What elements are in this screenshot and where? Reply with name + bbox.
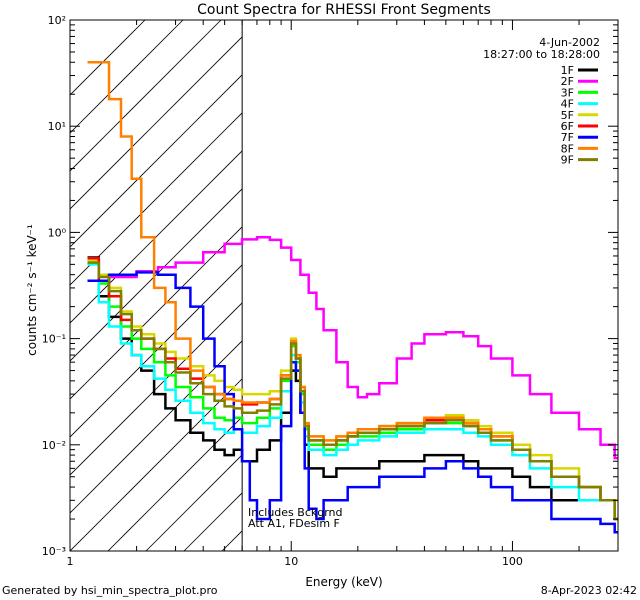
hatch-line: [70, 264, 243, 438]
legend-label-9F: 9F: [561, 154, 574, 167]
hatch-line: [70, 302, 243, 476]
excluded-region-hatch: [70, 20, 243, 551]
hatch-line: [145, 454, 243, 551]
legend-label-6F: 6F: [561, 120, 574, 133]
legend-date: 4-Jun-2002: [539, 36, 600, 49]
y-tick-label: 10¹: [48, 120, 66, 133]
y-tick-label: 10⁻¹: [42, 333, 66, 346]
hatch-line: [70, 74, 243, 248]
x-tick-label: 10: [284, 555, 298, 568]
x-tick-label: 1: [67, 555, 74, 568]
hatch-line: [70, 36, 243, 210]
legend-label-2F: 2F: [561, 75, 574, 88]
chart-title: Count Spectra for RHESSI Front Segments: [197, 2, 491, 18]
legend-label-3F: 3F: [561, 86, 574, 99]
hatch-line: [70, 20, 222, 172]
y-tick-label: 10⁻²: [42, 439, 66, 452]
series-line-2F: [87, 236, 618, 460]
y-tick-label: 10⁰: [48, 226, 67, 239]
hatch-line: [70, 378, 243, 551]
annotation-background: Includes Bckgrnd: [248, 506, 343, 519]
x-axis-label: Energy (keV): [305, 575, 382, 589]
footer-generator: Generated by hsi_min_spectra_plot.pro: [2, 584, 218, 597]
axis-ticks: [69, 20, 619, 552]
y-tick-labels: 10⁻³ 10⁻² 10⁻¹ 10⁰ 10¹ 10²: [42, 14, 67, 558]
annotation-attenuator: Att A1, FDesim F: [248, 517, 340, 530]
footer-timestamp: 8-Apr-2023 02:42: [541, 584, 637, 597]
y-axis-label: counts cm⁻² s⁻¹ keV⁻¹: [25, 224, 39, 356]
legend-label-5F: 5F: [561, 109, 574, 122]
legend-label-8F: 8F: [561, 142, 574, 155]
hatch-line: [70, 20, 184, 134]
hatch-line: [70, 150, 243, 324]
y-tick-label: 10⁻³: [42, 545, 66, 558]
legend-label-1F: 1F: [561, 64, 574, 77]
hatch-line: [107, 416, 243, 551]
plot-frame: [69, 19, 619, 552]
legend-label-4F: 4F: [561, 98, 574, 111]
legend-label-7F: 7F: [561, 131, 574, 144]
hatch-line: [70, 226, 243, 400]
x-tick-label: 100: [502, 555, 523, 568]
hatch-line: [70, 188, 243, 362]
x-tick-labels: 1 10 100: [67, 555, 523, 568]
y-tick-label: 10²: [48, 14, 66, 27]
series-layer: [87, 61, 618, 534]
series-line-9F: [87, 261, 618, 521]
legend-time-range: 18:27:00 to 18:28:00: [483, 48, 600, 61]
hatch-line: [70, 340, 243, 514]
